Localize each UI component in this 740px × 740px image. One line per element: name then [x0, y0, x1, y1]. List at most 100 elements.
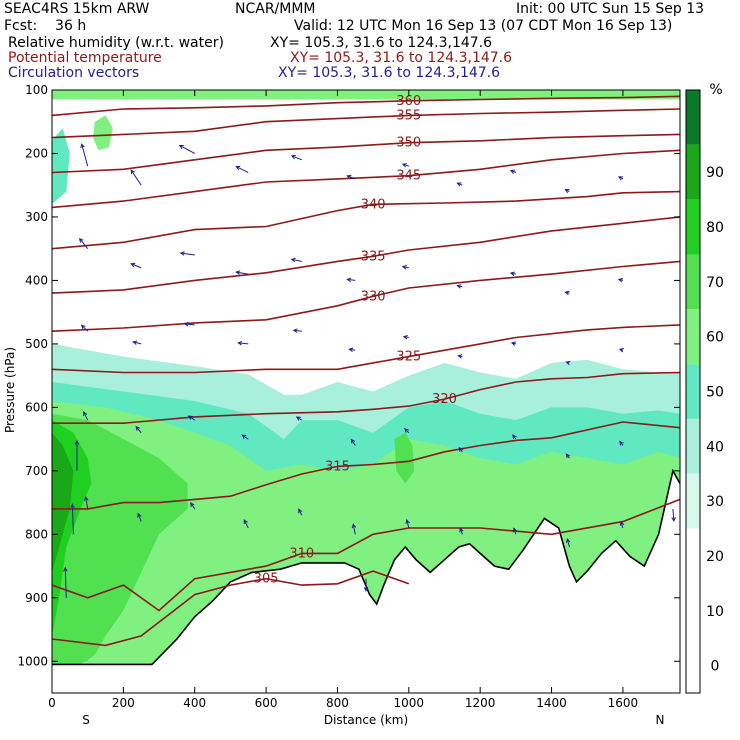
rh-region-8 [52, 90, 680, 100]
vector-head-6 [401, 163, 407, 168]
vector-head-55 [63, 566, 68, 572]
vector-12 [131, 263, 142, 269]
contour-label-305: 305 [254, 572, 279, 587]
theta-contour-310 [52, 498, 680, 612]
forecast-hour: Fcst: 36 h [4, 18, 87, 34]
theta-contour-315 [52, 421, 680, 510]
theta-contour-360 [52, 95, 680, 117]
vector-34 [135, 426, 142, 434]
vector-head-24 [183, 321, 189, 327]
vector-2 [179, 145, 195, 154]
vector-46 [190, 502, 196, 510]
vector-head-9 [564, 189, 570, 194]
y-tick-label-6: 700 [25, 464, 48, 478]
vector-head-21 [617, 278, 623, 283]
vector-13 [180, 252, 195, 256]
contour-label-355: 355 [396, 108, 421, 123]
vector-25 [238, 342, 249, 345]
colorbar-swatch-5 [686, 364, 700, 419]
vector-head-43 [619, 440, 624, 446]
contour-label-320: 320 [432, 392, 457, 407]
vector-xy: XY= 105.3, 31.6 to 124.3,147.6 [278, 65, 501, 81]
colorbar-unit: % [709, 82, 722, 98]
colorbar-label-6: 30 [706, 494, 724, 510]
vector-head-40 [458, 446, 464, 452]
potential-temperature-contours [52, 95, 680, 647]
rh-region-2 [52, 401, 680, 665]
vector-head-35 [187, 415, 193, 420]
colorbar-label-9: 0 [711, 659, 720, 675]
vector-head-41 [512, 434, 517, 440]
vector-head-32 [618, 348, 624, 353]
vector-44 [85, 496, 89, 510]
vector-3 [236, 166, 249, 173]
vector-head-18 [456, 284, 462, 289]
vector-head-4 [290, 154, 296, 160]
vector-50 [406, 519, 410, 529]
y-tick-label-9: 1000 [17, 654, 48, 668]
colorbar-label-5: 40 [706, 439, 724, 455]
colorbar-swatch-7 [686, 473, 700, 529]
colorbar-swatch-9 [686, 583, 700, 639]
init-time: Init: 00 UTC Sun 15 Sep 13 [516, 1, 705, 17]
vector-head-39 [404, 427, 409, 433]
model-title: SEAC4RS 15km ARW [4, 1, 150, 17]
vector-16 [347, 278, 356, 281]
y-tick-label-4: 500 [25, 337, 48, 351]
rh-xy: XY= 105.3, 31.6 to 124.3,147.6 [270, 35, 493, 51]
colorbar-swatch-8 [686, 528, 700, 584]
contour-label-360: 360 [396, 94, 421, 109]
vector-head-20 [564, 290, 570, 296]
vector-head-42 [565, 453, 571, 459]
vector-14 [236, 271, 249, 275]
terrain-outline [52, 468, 680, 666]
vector-head-26 [292, 328, 298, 333]
colorbar-label-3: 60 [706, 330, 724, 346]
vector-head-28 [402, 334, 408, 340]
theta-contour-305 [52, 570, 410, 647]
vector-head-5 [346, 174, 352, 180]
vector-35 [188, 415, 196, 421]
vector-head-52 [512, 527, 518, 533]
vector-head-33 [83, 411, 88, 417]
terrain-mask [52, 468, 680, 693]
vector-head-12 [130, 262, 136, 268]
x-tick-label-5: 1000 [394, 696, 425, 710]
colorbar-swatch-0 [686, 90, 700, 145]
vector-49 [352, 524, 356, 535]
vector-38 [350, 439, 356, 446]
contour-label-310: 310 [289, 546, 314, 561]
vector-head-57 [74, 439, 80, 445]
theta-contour-330 [52, 260, 680, 332]
x-tick-label-7: 1400 [536, 696, 567, 710]
vector-head-44 [83, 495, 89, 501]
valid-time: Valid: 12 UTC Mon 16 Sep 13 (07 CDT Mon … [294, 18, 673, 34]
terrain-fill [52, 470, 680, 693]
y-axis-title: Pressure (hPa) [3, 347, 17, 433]
y-tick-label-7: 800 [25, 527, 48, 541]
vector-head-48 [298, 508, 303, 514]
circulation-vectors [63, 143, 676, 598]
theta-contour-325 [52, 324, 680, 374]
x-axis-title: Distance (km) [324, 713, 408, 727]
theta-contour-340 [52, 190, 680, 250]
colorbar-swatch-6 [686, 418, 700, 474]
vector-11 [79, 238, 89, 249]
vector-head-54 [619, 520, 625, 526]
contour-label-345: 345 [396, 169, 421, 184]
x-end-label-north: N [656, 713, 665, 727]
vector-head-49 [351, 523, 357, 529]
vector-59 [672, 508, 675, 521]
x-tick-label-1: 200 [112, 696, 135, 710]
vector-head-51 [459, 527, 464, 533]
x-end-label-south: S [82, 713, 90, 727]
rh-region-7 [73, 632, 92, 662]
vector-head-59 [671, 517, 676, 523]
theta-contour-320 [52, 371, 680, 425]
vector-head-31 [565, 360, 571, 366]
vector-head-7 [456, 182, 462, 187]
contour-label-340: 340 [361, 197, 386, 212]
x-tick-label-4: 800 [326, 696, 349, 710]
vector-53 [566, 538, 570, 548]
